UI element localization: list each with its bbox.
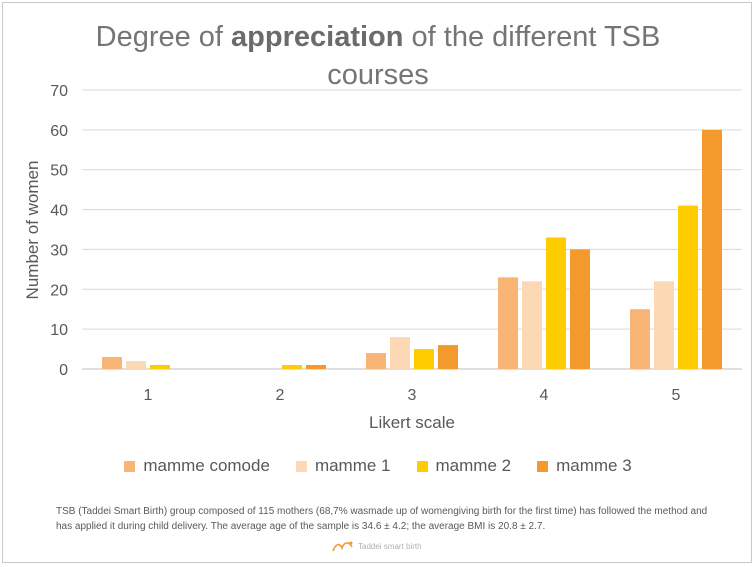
bar [150,365,170,369]
y-tick-label: 60 [50,123,68,140]
legend-item: mamme 3 [537,456,632,476]
y-tick-label: 40 [50,203,68,220]
title-part-1: Degree of [95,21,232,53]
x-tick-label: 5 [672,387,681,404]
legend-label: mamme comode [143,456,270,475]
y-tick-label: 20 [50,282,68,299]
bar [498,277,518,369]
bar [126,361,146,369]
bar [630,309,650,369]
legend-item: mamme 2 [416,456,512,476]
y-tick-label: 70 [50,83,68,100]
legend-swatch [295,460,307,472]
title-part-4: courses [327,59,429,91]
logo-text: Taddei smart birth [358,541,422,551]
x-tick-label: 1 [144,387,153,404]
bar [366,353,386,369]
x-axis-label: Likert scale [369,413,455,432]
bar [678,205,698,369]
y-tick-label: 30 [50,242,68,259]
legend-swatch [416,460,428,472]
bar [570,249,590,369]
legend-item: mamme comode [124,456,270,476]
x-tick-label: 4 [540,387,549,404]
bars [102,129,722,369]
bar [306,365,326,369]
x-tick-labels: 1 2 3 4 5 [144,387,681,404]
y-tick-label: 10 [50,322,68,339]
legend-swatch [124,460,136,472]
y-tick-label: 0 [59,362,68,379]
title-bold-word: appreciation [231,21,404,53]
bar [282,365,302,369]
chart-title: Degree of appreciation of the different … [0,18,756,94]
footnote: TSB (Taddei Smart Birth) group composed … [56,506,708,532]
bar [702,129,722,369]
y-tick-label: 50 [50,163,68,180]
y-axis-label: Number of women [23,161,42,300]
logo-mark-icon [332,541,353,552]
legend-item: mamme 1 [295,456,391,476]
y-tick-labels: 0 10 20 30 40 50 60 70 [50,83,68,379]
legend-swatch [537,460,549,472]
logo: Taddei smart birth [332,539,422,553]
bar [414,349,434,369]
legend-label: mamme 2 [435,456,512,475]
bar [102,357,122,369]
bar [390,337,410,369]
bar [654,281,674,369]
bar [438,345,458,369]
legend-label: mamme 3 [556,456,632,475]
x-tick-label: 2 [276,387,285,404]
legend: mamme comode mamme 1 mamme 2 mamme 3 [0,456,756,476]
x-tick-label: 3 [408,387,417,404]
title-part-3: of the different TSB [403,21,661,53]
bar [546,237,566,369]
bar [522,281,542,369]
legend-label: mamme 1 [314,456,391,475]
